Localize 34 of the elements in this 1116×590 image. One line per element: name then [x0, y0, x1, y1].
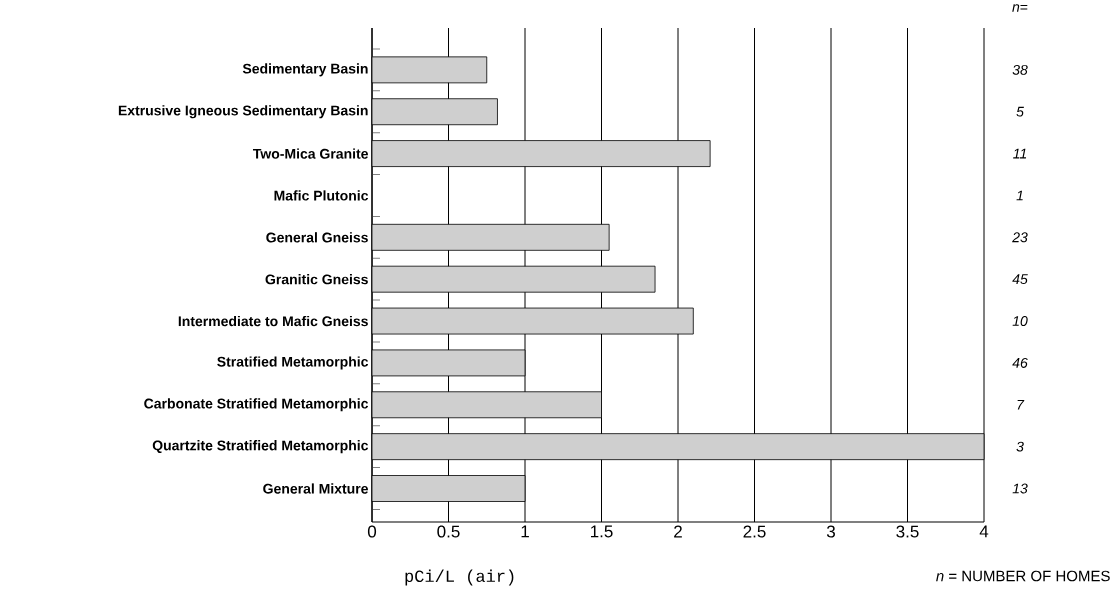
- x-tick-label: 4: [979, 525, 989, 538]
- y-tick-label: Stratified Metamorphic: [217, 356, 369, 370]
- x-tick-label: 1: [521, 525, 529, 538]
- x-tick-label: 0.5: [437, 525, 460, 538]
- y-tick-label: General Mixture: [263, 483, 368, 494]
- y-tick-label: General Gneiss: [266, 232, 368, 243]
- text: 38: [1012, 64, 1028, 75]
- y-tick-label: Two-Mica Granite: [252, 148, 368, 159]
- x-tick-label: 2: [674, 525, 682, 538]
- text: 1: [1016, 190, 1023, 201]
- x-tick-label: 1.5: [590, 525, 613, 538]
- x-axis-title: pCi/L (air): [405, 569, 514, 586]
- y-tick-label: Quartzite Stratified Metamorphic: [152, 440, 369, 454]
- y-tick-label: Intermediate to Mafic Gneiss: [178, 315, 368, 327]
- text: 10: [1012, 316, 1028, 327]
- text: 11: [1013, 148, 1027, 159]
- text: n = NUMBER OF HOMES: [936, 570, 1110, 582]
- y-tick-label: Granitic Gneiss: [265, 274, 368, 285]
- text: 13: [1012, 483, 1028, 494]
- y-tick-label: Sedimentary Basin: [242, 63, 368, 77]
- text: 7: [1017, 399, 1025, 410]
- text: 23: [1012, 232, 1028, 243]
- text: 45: [1012, 274, 1028, 285]
- y-tick-label: Mafic Plutonic: [274, 190, 369, 201]
- x-tick-label: 0: [367, 525, 377, 538]
- text: n=: [1012, 4, 1028, 12]
- x-tick-label: 2.5: [743, 525, 766, 538]
- x-tick-label: 3: [826, 525, 835, 538]
- x-tick-label: 3.5: [896, 525, 919, 538]
- y-tick-label: Extrusive Igneous Sedimentary Basin: [118, 105, 368, 119]
- text: 3: [1016, 441, 1024, 452]
- text: 46: [1012, 357, 1028, 368]
- text: 5: [1016, 106, 1024, 117]
- y-tick-label: Carbonate Stratified Metamorphic: [144, 398, 369, 412]
